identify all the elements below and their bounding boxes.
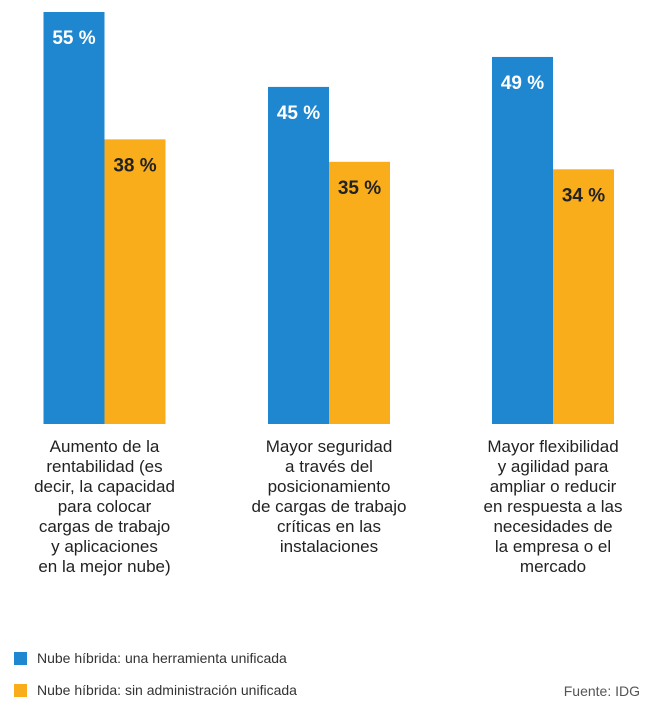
value-label: 55 % [52,28,95,49]
legend-label: Nube híbrida: sin administración unifica… [37,682,297,698]
legend-label: Nube híbrida: una herramienta unificada [37,650,287,666]
legend-item: Nube híbrida: sin administración unifica… [14,682,297,698]
category-label: Mayor seguridad a través del posicionami… [251,437,407,556]
bar [553,169,614,424]
category-label: Aumento de la rentabilidad (es decir, la… [34,437,175,576]
category-label: Mayor flexibilidad y agilidad para ampli… [483,437,623,576]
value-label: 34 % [562,185,605,206]
value-label: 38 % [113,155,156,176]
bar [329,161,390,424]
legend-swatch [14,683,27,697]
source: Fuente: IDG [563,683,640,699]
bar [268,86,329,424]
value-label: 35 % [338,178,381,199]
bar [492,56,553,424]
legend-swatch [14,651,27,665]
value-label: 49 % [501,73,544,94]
bar [43,12,105,424]
bar [104,139,166,424]
legend-item: Nube híbrida: una herramienta unificada [14,650,287,666]
value-label: 45 % [277,103,320,124]
